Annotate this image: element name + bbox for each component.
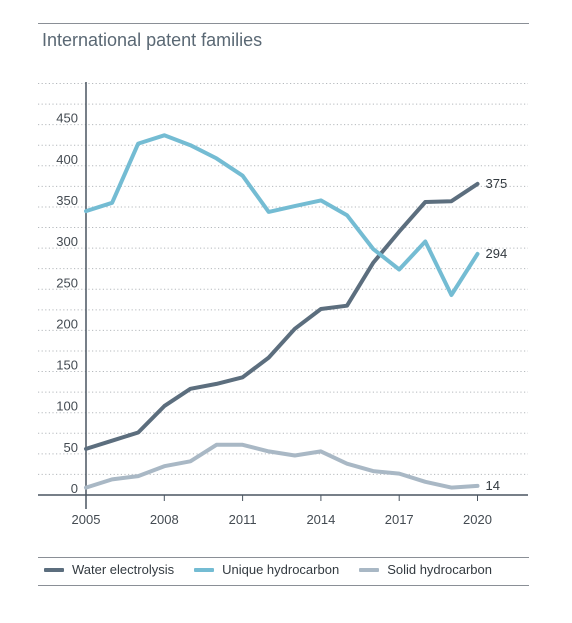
end-label: 14 [486, 478, 500, 493]
y-tick-label: 400 [56, 152, 78, 167]
end-label: 294 [486, 246, 508, 261]
legend-top-rule [38, 557, 529, 558]
y-tick-label: 350 [56, 193, 78, 208]
x-tick-label: 2005 [72, 512, 101, 527]
y-tick-label: 150 [56, 358, 78, 373]
legend-bottom-rule [38, 585, 529, 586]
legend-label: Solid hydrocarbon [387, 562, 492, 577]
legend-item-solid-hydrocarbon: Solid hydrocarbon [359, 562, 492, 577]
chart-title: International patent families [42, 30, 263, 50]
x-tick-label: 2014 [306, 512, 335, 527]
legend-item-water-electrolysis: Water electrolysis [44, 562, 174, 577]
y-tick-label: 450 [56, 111, 78, 126]
y-tick-label: 50 [64, 440, 78, 455]
gridlines [38, 83, 528, 475]
x-tick-label: 2017 [385, 512, 414, 527]
y-tick-label: 250 [56, 275, 78, 290]
legend-swatch [359, 567, 380, 572]
legend-swatch [194, 567, 215, 572]
x-tick-label: 2011 [229, 512, 257, 527]
series-line-water-electrolysis [84, 181, 480, 451]
y-tick-label: 100 [56, 399, 78, 414]
end-label: 375 [486, 176, 508, 191]
series-line-solid-hydrocarbon [84, 442, 480, 490]
x-tick-label: 2020 [463, 512, 492, 527]
legend-label: Unique hydrocarbon [222, 562, 340, 577]
legend-item-unique-hydrocarbon: Unique hydrocarbon [194, 562, 339, 577]
top-rule [38, 23, 529, 24]
series-line-unique-hydrocarbon [84, 133, 480, 297]
x-tick-labels: 2005 2008 2011 2014 2017 2020 [72, 512, 492, 527]
axes [38, 82, 528, 509]
series-lines [84, 133, 480, 490]
y-tick-labels: 0 50 100 150 200 250 300 350 400 450 [56, 111, 78, 496]
legend-label: Water electrolysis [72, 562, 175, 577]
end-labels: 375 294 14 [486, 176, 508, 493]
x-tick-label: 2008 [150, 512, 179, 527]
legend: Water electrolysis Unique hydrocarbon So… [44, 562, 512, 577]
legend-swatch [44, 567, 64, 572]
y-tick-label: 200 [56, 316, 78, 331]
y-tick-label: 300 [56, 234, 78, 249]
y-tick-label: 0 [71, 481, 78, 496]
